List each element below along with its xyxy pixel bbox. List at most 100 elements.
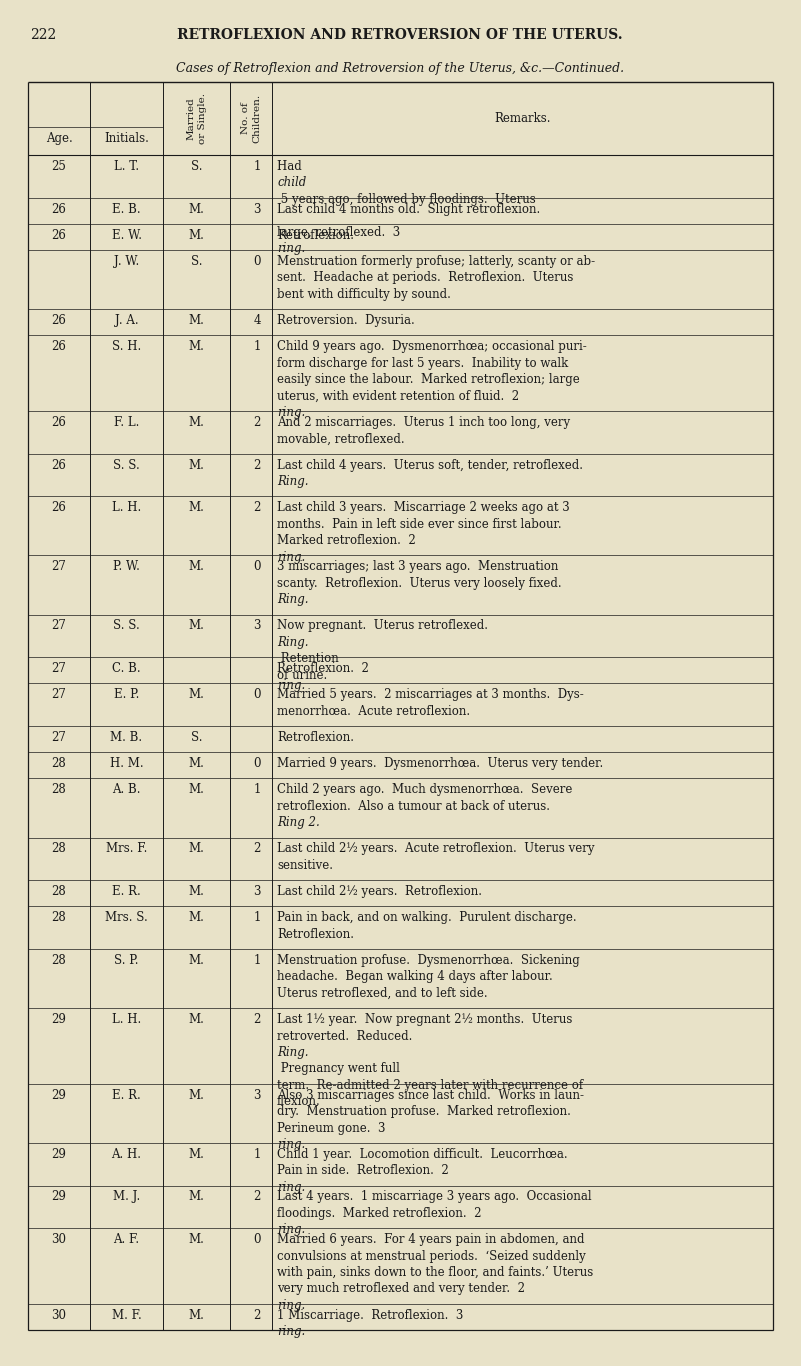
Text: 28: 28	[51, 885, 66, 897]
Text: M.: M.	[188, 843, 204, 855]
Text: 27: 27	[51, 663, 66, 675]
Text: ring.: ring.	[277, 1224, 305, 1236]
Text: P. W.: P. W.	[113, 560, 140, 574]
Text: Ring.: Ring.	[277, 635, 308, 649]
Text: Menstruation formerly profuse; latterly, scanty or ab-: Menstruation formerly profuse; latterly,…	[277, 255, 595, 268]
Text: S. H.: S. H.	[112, 340, 141, 354]
Text: Last child 4 months old.  Slight retroflexion.: Last child 4 months old. Slight retrofle…	[277, 202, 540, 216]
Text: 5 years ago, followed by floodings.  Uterus: 5 years ago, followed by floodings. Uter…	[277, 193, 536, 206]
Text: Married 9 years.  Dysmenorrhœa.  Uterus very tender.: Married 9 years. Dysmenorrhœa. Uterus ve…	[277, 757, 603, 770]
Text: Pregnancy went full: Pregnancy went full	[277, 1063, 400, 1075]
Text: L. H.: L. H.	[112, 1014, 141, 1026]
Text: 27: 27	[51, 619, 66, 632]
Text: 26: 26	[51, 314, 66, 326]
Text: months.  Pain in left side ever since first labour.: months. Pain in left side ever since fir…	[277, 518, 562, 530]
Text: 3: 3	[254, 885, 261, 897]
Text: Child 9 years ago.  Dysmenorrhœa; occasional puri-: Child 9 years ago. Dysmenorrhœa; occasio…	[277, 340, 587, 354]
Text: Retroversion.  Dysuria.: Retroversion. Dysuria.	[277, 314, 415, 326]
Text: Last child 2½ years.  Acute retroflexion.  Uterus very: Last child 2½ years. Acute retroflexion.…	[277, 843, 594, 855]
Text: 26: 26	[51, 501, 66, 514]
Text: 2: 2	[254, 1190, 261, 1203]
Text: S. S.: S. S.	[113, 459, 140, 471]
Text: E. B.: E. B.	[112, 202, 141, 216]
Text: 29: 29	[51, 1014, 66, 1026]
Text: M.: M.	[188, 1014, 204, 1026]
Text: Marked retroflexion.  2: Marked retroflexion. 2	[277, 534, 420, 546]
Text: Last 1½ year.  Now pregnant 2½ months.  Uterus: Last 1½ year. Now pregnant 2½ months. Ut…	[277, 1014, 573, 1026]
Text: A. F.: A. F.	[114, 1233, 139, 1246]
Text: M.: M.	[188, 953, 204, 967]
Text: 0: 0	[254, 560, 261, 574]
Text: S.: S.	[191, 731, 202, 744]
Text: Pain in side.  Retroflexion.  2: Pain in side. Retroflexion. 2	[277, 1164, 453, 1177]
Text: Last child 3 years.  Miscarriage 2 weeks ago at 3: Last child 3 years. Miscarriage 2 weeks …	[277, 501, 570, 514]
Text: 27: 27	[51, 560, 66, 574]
Text: H. M.: H. M.	[110, 757, 143, 770]
Text: M.: M.	[188, 783, 204, 796]
Text: Retroflexion.: Retroflexion.	[277, 228, 354, 242]
Text: 26: 26	[51, 415, 66, 429]
Text: Remarks.: Remarks.	[494, 112, 551, 126]
Text: 28: 28	[51, 843, 66, 855]
Text: Retention: Retention	[277, 653, 339, 665]
Text: M. F.: M. F.	[111, 1309, 141, 1322]
Text: Retroflexion.: Retroflexion.	[277, 731, 354, 744]
Text: 1: 1	[254, 160, 261, 173]
Text: uterus, with evident retention of fluid.  2: uterus, with evident retention of fluid.…	[277, 389, 523, 403]
Text: M. J.: M. J.	[113, 1190, 140, 1203]
Text: 2: 2	[254, 415, 261, 429]
Text: 1: 1	[254, 911, 261, 925]
Text: easily since the labour.  Marked retroflexion; large: easily since the labour. Marked retrofle…	[277, 373, 580, 387]
Text: Married 6 years.  For 4 years pain in abdomen, and: Married 6 years. For 4 years pain in abd…	[277, 1233, 585, 1246]
Text: 28: 28	[51, 953, 66, 967]
Text: 2: 2	[254, 501, 261, 514]
Text: Ring.: Ring.	[277, 1046, 308, 1059]
Text: Ring.: Ring.	[277, 593, 308, 607]
Text: M.: M.	[188, 688, 204, 701]
Text: flexion.: flexion.	[277, 1096, 320, 1108]
Text: Married
or Single.: Married or Single.	[187, 93, 207, 143]
Text: floodings.  Marked retroflexion.  2: floodings. Marked retroflexion. 2	[277, 1208, 485, 1220]
Text: M.: M.	[188, 459, 204, 471]
Text: 29: 29	[51, 1089, 66, 1101]
Text: 2: 2	[254, 1309, 261, 1322]
Text: 26: 26	[51, 340, 66, 354]
Text: Also 3 miscarriages since last child.  Works in laun-: Also 3 miscarriages since last child. Wo…	[277, 1089, 584, 1101]
Text: M.: M.	[188, 228, 204, 242]
Text: 2: 2	[254, 459, 261, 471]
Text: sensitive.: sensitive.	[277, 859, 333, 872]
Text: Uterus retroflexed, and to left side.: Uterus retroflexed, and to left side.	[277, 986, 488, 1000]
Text: Last child 2½ years.  Retroflexion.: Last child 2½ years. Retroflexion.	[277, 885, 482, 897]
Text: J. A.: J. A.	[115, 314, 139, 326]
Text: 26: 26	[51, 228, 66, 242]
Text: RETROFLEXION AND RETROVERSION OF THE UTERUS.: RETROFLEXION AND RETROVERSION OF THE UTE…	[177, 27, 623, 42]
Text: form discharge for last 5 years.  Inability to walk: form discharge for last 5 years. Inabili…	[277, 357, 568, 370]
Text: 3 miscarriages; last 3 years ago.  Menstruation: 3 miscarriages; last 3 years ago. Menstr…	[277, 560, 558, 574]
Text: M.: M.	[188, 415, 204, 429]
Text: 4: 4	[254, 314, 261, 326]
Text: S. S.: S. S.	[113, 619, 140, 632]
Text: L. T.: L. T.	[114, 160, 139, 173]
Text: headache.  Began walking 4 days after labour.: headache. Began walking 4 days after lab…	[277, 970, 553, 984]
Text: ring.: ring.	[277, 679, 305, 691]
Text: ring.: ring.	[277, 242, 305, 255]
Text: L. H.: L. H.	[112, 501, 141, 514]
Text: scanty.  Retroflexion.  Uterus very loosely fixed.: scanty. Retroflexion. Uterus very loosel…	[277, 576, 562, 590]
Text: dry.  Menstruation profuse.  Marked retroflexion.: dry. Menstruation profuse. Marked retrof…	[277, 1105, 571, 1119]
Text: 30: 30	[51, 1309, 66, 1322]
Text: with pain, sinks down to the floor, and faints.’ Uterus: with pain, sinks down to the floor, and …	[277, 1266, 594, 1279]
Text: 26: 26	[51, 202, 66, 216]
Text: E. R.: E. R.	[112, 885, 141, 897]
Text: J. W.: J. W.	[114, 255, 139, 268]
Text: 29: 29	[51, 1190, 66, 1203]
Text: 25: 25	[51, 160, 66, 173]
Text: bent with difficulty by sound.: bent with difficulty by sound.	[277, 288, 451, 301]
Text: retroverted.  Reduced.: retroverted. Reduced.	[277, 1030, 420, 1042]
Text: M. B.: M. B.	[111, 731, 143, 744]
Text: Last 4 years.  1 miscarriage 3 years ago.  Occasional: Last 4 years. 1 miscarriage 3 years ago.…	[277, 1190, 592, 1203]
Text: retroflexion.  Also a tumour at back of uterus.: retroflexion. Also a tumour at back of u…	[277, 799, 550, 813]
Text: 28: 28	[51, 783, 66, 796]
Text: ring.: ring.	[277, 1299, 305, 1311]
Text: M.: M.	[188, 1147, 204, 1161]
Text: Married 5 years.  2 miscarriages at 3 months.  Dys-: Married 5 years. 2 miscarriages at 3 mon…	[277, 688, 584, 701]
